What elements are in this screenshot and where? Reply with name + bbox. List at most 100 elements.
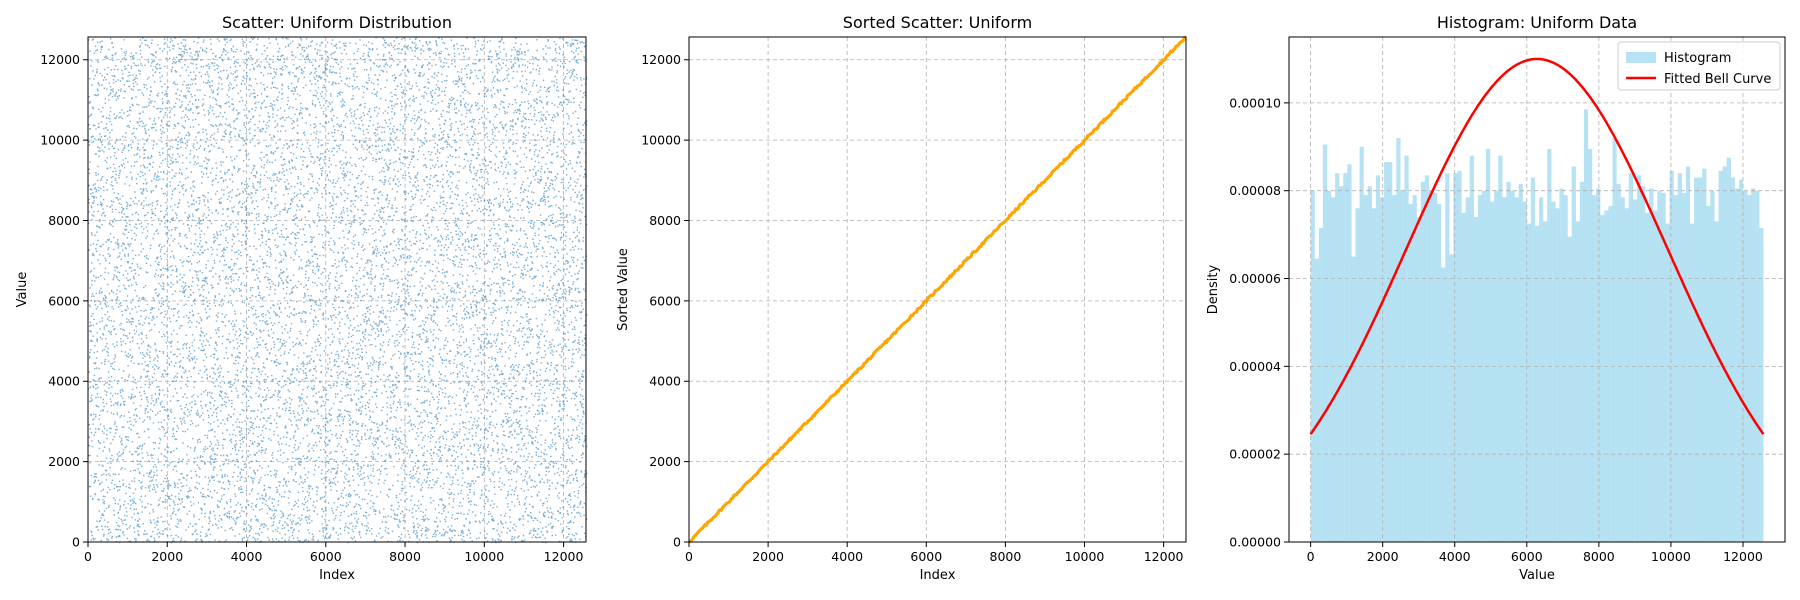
histogram-bar — [1465, 197, 1470, 542]
histogram-bar — [1461, 212, 1466, 542]
tick-label-y: 0 — [72, 535, 80, 550]
histogram-bar — [1363, 195, 1368, 542]
tick-label-x: 12000 — [1723, 549, 1763, 564]
histogram-bar — [1612, 138, 1617, 542]
histogram-bar — [1486, 148, 1491, 543]
histogram-bar — [1494, 190, 1499, 542]
histogram-bar — [1473, 217, 1479, 543]
histogram-bar — [1526, 223, 1532, 542]
histogram-bar — [1592, 195, 1597, 542]
panel3-frame — [1288, 36, 1786, 543]
tick-label-x: 2000 — [151, 549, 183, 564]
panel2-title: Sorted Scatter: Uniform — [843, 13, 1032, 32]
histogram-bar — [1547, 148, 1552, 543]
tick-label-x: 8000 — [990, 549, 1022, 564]
tick-label-y: 0 — [673, 535, 681, 550]
histogram-bar — [1604, 210, 1609, 542]
legend: Histogram Fitted Bell Curve — [1617, 41, 1781, 91]
panel2-line — [688, 35, 1187, 544]
bell-curve — [1309, 57, 1765, 435]
histogram-bar — [1367, 186, 1372, 543]
tick-label-x: 12000 — [544, 549, 584, 564]
tick-label-y: 0.00000 — [1229, 535, 1281, 550]
histogram-bar — [1669, 170, 1674, 542]
histogram-bar — [1653, 210, 1658, 542]
tick-label-x: 6000 — [310, 549, 342, 564]
histogram-bar — [1522, 201, 1527, 543]
histogram-bar — [1698, 177, 1703, 542]
histogram-bar — [1661, 192, 1666, 542]
tick-label-y: 0.00004 — [1229, 359, 1281, 374]
tick-label-y: 0.00006 — [1229, 271, 1281, 286]
histogram-bar — [1437, 203, 1442, 542]
tick-label-x: 0 — [84, 549, 92, 564]
tick-label-y: 6000 — [48, 293, 80, 308]
histogram-bar — [1620, 197, 1625, 542]
histogram-bar — [1355, 208, 1360, 542]
histogram-bar — [1404, 155, 1409, 542]
histogram-bar — [1759, 228, 1764, 542]
panel1-ylabel: Value — [15, 272, 30, 308]
histogram-bar — [1412, 195, 1417, 542]
histogram-bar — [1457, 170, 1462, 542]
histogram-bar — [1673, 195, 1678, 542]
legend-box — [1617, 41, 1781, 91]
tick-label-x: 8000 — [389, 549, 421, 564]
histogram-bar — [1322, 144, 1328, 542]
histogram-bar — [1600, 214, 1605, 542]
histogram-bar — [1571, 166, 1576, 543]
histogram-bar — [1685, 166, 1691, 543]
tick-label-y: 12000 — [641, 52, 681, 67]
tick-label-x: 4000 — [1439, 549, 1471, 564]
panel-sorted-scatter: 0 2000 4000 6000 8000 10000 12000 0 2000 4000 6000… — [616, 13, 1187, 583]
histogram-bar — [1335, 173, 1340, 542]
histogram-bar — [1551, 201, 1556, 543]
histogram-bar — [1616, 184, 1621, 543]
panel2-frame — [688, 36, 1187, 543]
histogram-bar — [1596, 188, 1601, 542]
histogram-bar — [1657, 190, 1662, 542]
histogram-bar — [1583, 109, 1589, 543]
histogram-bar — [1681, 192, 1687, 542]
histogram-bar — [1694, 177, 1699, 542]
panel-histogram: 0 2000 4000 6000 8000 10000 12000 0.00000 0.0000… — [1206, 13, 1786, 583]
histogram-bar — [1751, 188, 1756, 542]
histogram-bar — [1339, 186, 1344, 543]
histogram-bar — [1420, 181, 1425, 542]
panel-scatter-uniform: 0 2000 4000 6000 8000 10000 12000 0 2000 4000 6000… — [15, 13, 588, 583]
histogram-bar — [1408, 203, 1413, 542]
panel3-xlabel: Value — [1519, 568, 1555, 583]
tick-label-x: 10000 — [1651, 549, 1691, 564]
histogram-bar — [1396, 138, 1401, 542]
histogram-bar — [1453, 173, 1458, 542]
histogram-bar — [1424, 175, 1430, 542]
histogram-bar — [1649, 188, 1654, 542]
tick-label-x: 4000 — [831, 549, 863, 564]
histogram-bar — [1351, 256, 1356, 542]
histogram-bar — [1539, 197, 1544, 542]
legend-label-curve: Fitted Bell Curve — [1664, 72, 1771, 87]
panel3-title: Histogram: Uniform Data — [1437, 13, 1637, 32]
histogram-bar — [1379, 197, 1385, 542]
tick-label-y: 12000 — [40, 52, 80, 67]
tick-label-x: 4000 — [231, 549, 263, 564]
panel3-ticks: 0 2000 4000 6000 8000 10000 12000 0.00000 0.0000… — [1229, 95, 1763, 564]
histogram-bar — [1714, 221, 1719, 542]
panel1-frame — [87, 36, 587, 543]
histogram-bar — [1755, 190, 1760, 542]
panel2-ticks: 0 2000 4000 6000 8000 10000 12000 0 2000 4000 6000… — [641, 52, 1183, 564]
histogram-bar — [1343, 173, 1348, 542]
tick-label-y: 4000 — [48, 374, 80, 389]
histogram-bar — [1555, 208, 1560, 542]
tick-label-x: 0 — [685, 549, 693, 564]
histogram-bar — [1481, 190, 1487, 542]
histogram-bar — [1689, 223, 1695, 542]
histogram-bar — [1628, 173, 1634, 542]
tick-label-y: 10000 — [40, 133, 80, 148]
tick-label-x: 8000 — [1583, 549, 1615, 564]
histogram-bar — [1726, 157, 1731, 542]
histogram-bar — [1624, 208, 1629, 542]
histogram-bar — [1747, 195, 1752, 542]
legend-label-histogram: Histogram — [1664, 51, 1731, 66]
